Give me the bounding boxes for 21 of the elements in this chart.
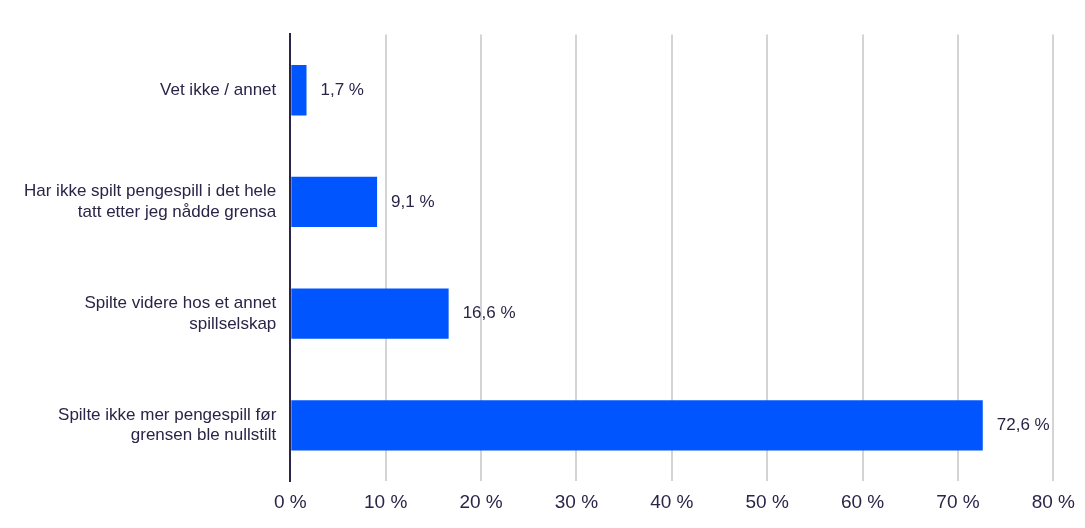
y-tick-label: Spilte videre hos et annet spillselskap	[84, 293, 277, 333]
x-tick-label: 50 %	[745, 490, 789, 512]
x-tick-label: 60 %	[840, 490, 885, 512]
x-tick-label: 80 %	[1031, 490, 1076, 512]
bar	[291, 176, 378, 228]
x-tick-label: 30 %	[554, 490, 599, 512]
y-tick-label: Vet ikke / annet	[160, 79, 277, 99]
data-label: 16,6 %	[462, 303, 516, 323]
x-tick-label: 70 %	[936, 490, 980, 512]
x-tick-label: 20 %	[459, 490, 503, 512]
x-tick-label: 0 %	[273, 490, 307, 512]
y-tick-label: Har ikke spilt pengespill i det hele tatt etter jeg nådde grensa	[23, 181, 277, 221]
bar	[291, 400, 983, 451]
y-tick-label: Spilte ikke mer pengespill før grensen ble nullstilt	[58, 404, 277, 445]
bar	[291, 65, 307, 116]
bar	[291, 288, 449, 339]
x-tick-label: 40 %	[650, 490, 694, 512]
data-label: 1,7 %	[320, 79, 364, 99]
data-label: 72,6 %	[996, 415, 1050, 435]
data-label: 9,1 %	[391, 191, 435, 211]
x-tick-label: 10 %	[364, 490, 408, 512]
